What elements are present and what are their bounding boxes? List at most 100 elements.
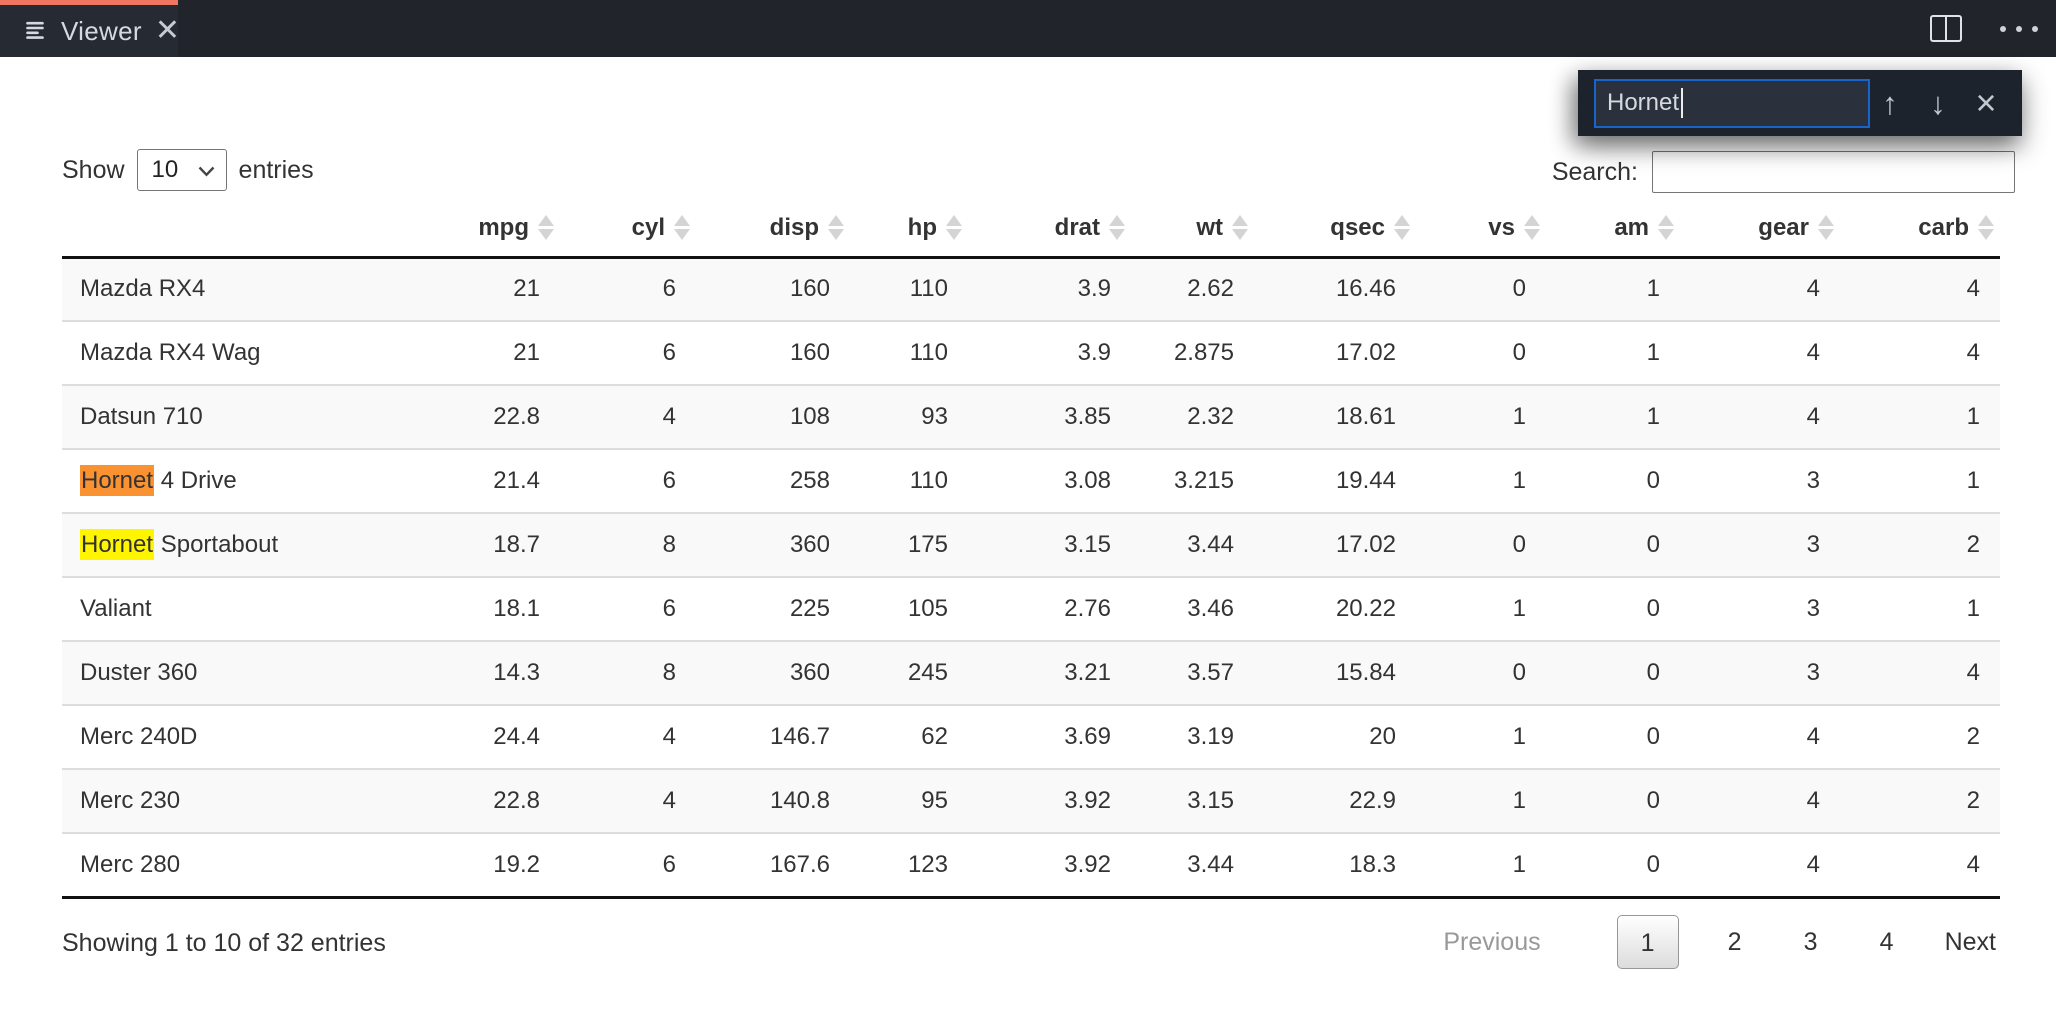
data-cell: 3.19 [1187, 723, 1234, 750]
data-cell: 95 [921, 787, 948, 814]
sort-icon [538, 215, 554, 241]
tab-close-icon[interactable]: ✕ [154, 14, 180, 47]
data-cell: 15.84 [1335, 659, 1396, 686]
find-query-text: Hornet [1607, 89, 1680, 116]
column-header-gear[interactable]: gear [1680, 200, 1840, 259]
data-cell: 0 [1512, 339, 1526, 366]
data-cell: 22.8 [493, 787, 540, 814]
data-cell: 110 [909, 339, 948, 366]
data-cell: 22.9 [1349, 787, 1396, 814]
table-row[interactable]: Hornet Sportabout 18.7 8 360 175 3.15 3.44 17.0… [62, 513, 2000, 577]
column-label: carb [1918, 213, 1969, 241]
more-options-icon[interactable] [1998, 20, 2040, 38]
table-row[interactable]: Merc 230 22.8 4 140.8 95 3.92 3.15 22.9 1 0 4 2 [62, 769, 2000, 833]
data-cell: 167.6 [769, 850, 830, 878]
pagination-next-button[interactable]: Next [1944, 927, 1996, 956]
column-header-hp[interactable]: hp [850, 200, 968, 259]
data-cell: 2.62 [1187, 275, 1234, 303]
column-header-vs[interactable]: vs [1416, 200, 1546, 259]
data-cell: 4 [662, 723, 676, 750]
row-name-text: Datsun 710 [80, 403, 203, 430]
viewer-toolbar: Viewer ✕ [0, 0, 2056, 57]
data-cell: 17.02 [1335, 339, 1396, 366]
pagination-page-2[interactable]: 2 [1727, 928, 1742, 956]
column-label: wt [1196, 213, 1223, 241]
column-header-carb[interactable]: carb [1840, 200, 2000, 259]
row-name-cell: Merc 240D [62, 705, 410, 769]
data-cell: 17.02 [1335, 531, 1396, 558]
column-label: mpg [478, 213, 529, 241]
row-name-cell: Duster 360 [62, 641, 410, 705]
pagination-page-3[interactable]: 3 [1803, 928, 1818, 956]
data-cell: 14.3 [493, 659, 540, 686]
row-name-cell: Merc 230 [62, 769, 410, 833]
table-row[interactable]: Mazda RX4 21 6 160 110 3.9 2.62 16.46 0 1 4 4 [62, 257, 2000, 321]
column-header-am[interactable]: am [1546, 200, 1680, 259]
pagination-pages: 1 2 3 4 [1577, 915, 1907, 969]
data-cell: 108 [789, 403, 830, 430]
data-cell: 105 [907, 595, 948, 622]
data-cell: 2 [1966, 723, 1980, 750]
data-cell: 3.92 [1064, 850, 1111, 878]
show-label: Show [62, 155, 125, 184]
data-cell: 8 [662, 659, 676, 686]
column-header-wt[interactable]: wt [1131, 200, 1254, 259]
table-row[interactable]: Duster 360 14.3 8 360 245 3.21 3.57 15.84 0 0 3 4 [62, 641, 2000, 705]
data-cell: 19.44 [1335, 467, 1396, 494]
find-input[interactable]: Hornet [1594, 78, 1870, 128]
sort-icon [674, 215, 690, 241]
data-cell: 3.57 [1187, 659, 1234, 686]
column-header-disp[interactable]: disp [696, 200, 850, 259]
row-name-text: Mazda RX4 Wag [80, 339, 261, 366]
find-next-icon[interactable]: ↓ [1930, 85, 1946, 121]
data-cell: 1 [1512, 467, 1526, 494]
data-cell: 3.9 [1077, 275, 1111, 303]
data-cell: 0 [1646, 787, 1660, 814]
table-row[interactable]: Datsun 710 22.8 4 108 93 3.85 2.32 18.61 1 1 4 1 [62, 385, 2000, 449]
find-close-icon[interactable]: × [1975, 82, 1997, 123]
data-cell: 4 [1806, 787, 1820, 814]
pagination-page-1-current[interactable]: 1 [1616, 915, 1679, 969]
table-row[interactable]: Hornet 4 Drive 21.4 6 258 110 3.08 3.215 19.44 1… [62, 449, 2000, 513]
data-cell: 4 [1806, 850, 1820, 878]
pagination-previous-button[interactable]: Previous [1443, 927, 1541, 956]
table-row[interactable]: Valiant 18.1 6 225 105 2.76 3.46 20.22 1 0 3 1 [62, 577, 2000, 641]
data-cell: 0 [1512, 531, 1526, 558]
data-cell: 4 [662, 403, 676, 430]
data-cell: 1 [1512, 595, 1526, 622]
data-cell: 0 [1646, 659, 1660, 686]
find-overlay: Hornet ↑ ↓ × [1578, 70, 2022, 136]
table-row[interactable]: Mazda RX4 Wag 21 6 160 110 3.9 2.875 17.02 0 1 4 4 [62, 321, 2000, 385]
column-header-qsec[interactable]: qsec [1254, 200, 1416, 259]
pagination-page-4[interactable]: 4 [1879, 928, 1894, 956]
row-name-cell: Merc 280 [62, 833, 410, 897]
data-cell: 1 [1966, 403, 1980, 430]
column-header-mpg[interactable]: mpg [410, 200, 560, 259]
split-pane-icon[interactable] [1930, 15, 1962, 42]
row-name-cell: Valiant [62, 577, 410, 641]
data-cell: 3.44 [1187, 531, 1234, 558]
table-row[interactable]: Merc 280 19.2 6 167.6 123 3.92 3.44 18.3 1 0 4 4 [62, 833, 2000, 897]
data-cell: 3 [1806, 659, 1820, 686]
data-cell: 3.92 [1064, 787, 1111, 814]
data-cell: 360 [789, 659, 830, 686]
data-cell: 6 [662, 339, 676, 366]
column-header-drat[interactable]: drat [968, 200, 1131, 259]
data-cell: 3.215 [1173, 467, 1234, 494]
data-cell: 0 [1646, 531, 1660, 558]
table-row[interactable]: Merc 240D 24.4 4 146.7 62 3.69 3.19 20 1 0 4 2 [62, 705, 2000, 769]
tab-viewer[interactable]: Viewer ✕ [0, 0, 180, 57]
data-cell: 4 [1806, 403, 1820, 430]
search-input[interactable] [1652, 151, 2015, 193]
find-previous-icon[interactable]: ↑ [1882, 85, 1898, 121]
data-cell: 1 [1646, 339, 1660, 366]
page-length-select[interactable]: 10 [136, 149, 227, 191]
data-cell: 360 [789, 531, 830, 558]
table-info: Showing 1 to 10 of 32 entries [62, 929, 386, 957]
data-cell: 6 [662, 595, 676, 622]
data-cell: 0 [1512, 275, 1526, 303]
data-cell: 1 [1966, 595, 1980, 622]
data-cell: 3 [1806, 467, 1820, 494]
column-header-cyl[interactable]: cyl [560, 200, 696, 259]
data-cell: 245 [907, 659, 948, 686]
